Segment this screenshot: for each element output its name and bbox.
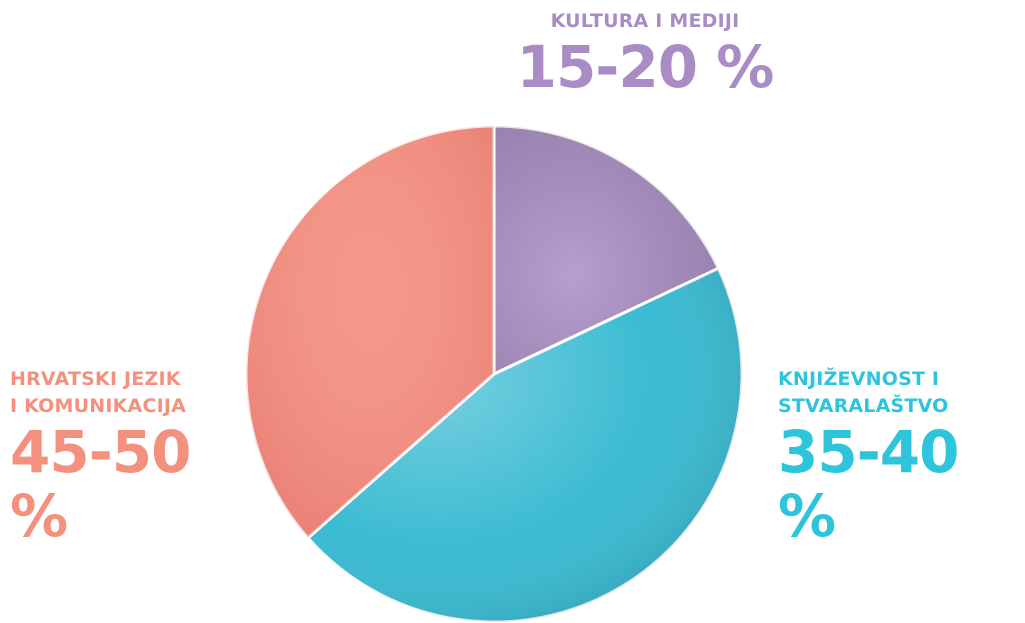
- range-label: 45-50 %: [10, 418, 192, 550]
- slice-shading: [494, 126, 719, 374]
- slice-label: KULTURA I MEDIJI 15-20 %: [480, 8, 810, 99]
- slice-label: HRVATSKI JEZIK I KOMUNIKACIJA 45-50 %: [10, 366, 260, 548]
- pie: [244, 124, 744, 623]
- range-label: 35-40 %: [778, 418, 960, 550]
- slice-shading: [307, 268, 742, 623]
- slice-shading: [245, 126, 494, 539]
- category-label: KULTURA I MEDIJI: [550, 10, 740, 32]
- category-label: KNJIŽEVNOST I STVARALAŠTVO: [778, 368, 949, 417]
- slice-label: KNJIŽEVNOST I STVARALAŠTVO 35-40 %: [778, 366, 1018, 548]
- category-label: HRVATSKI JEZIK I KOMUNIKACIJA: [10, 368, 187, 417]
- range-label: 15-20 %: [516, 33, 775, 101]
